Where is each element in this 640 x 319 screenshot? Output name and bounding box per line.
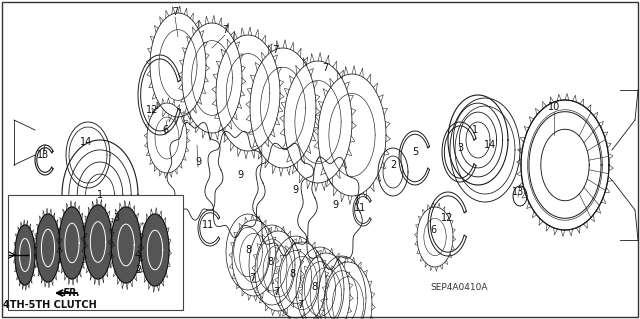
- Text: 11: 11: [354, 203, 366, 213]
- Text: 2: 2: [135, 265, 141, 275]
- Text: 6: 6: [430, 225, 436, 235]
- Text: 8: 8: [267, 257, 273, 267]
- Polygon shape: [141, 214, 169, 286]
- Polygon shape: [36, 214, 60, 282]
- Text: 5: 5: [412, 147, 418, 157]
- Bar: [8, 195, 183, 310]
- Text: 8: 8: [311, 282, 317, 292]
- Text: 9: 9: [332, 200, 338, 210]
- Text: 13: 13: [512, 187, 524, 197]
- Polygon shape: [111, 207, 141, 283]
- Text: 12: 12: [441, 213, 453, 223]
- Text: 14: 14: [80, 137, 92, 147]
- Text: 2: 2: [390, 160, 396, 170]
- Text: 7: 7: [273, 287, 279, 297]
- Text: 4TH-5TH CLUTCH: 4TH-5TH CLUTCH: [3, 300, 97, 310]
- Polygon shape: [15, 225, 35, 285]
- Text: 9: 9: [237, 170, 243, 180]
- Text: 10: 10: [548, 102, 560, 112]
- Text: 3: 3: [113, 213, 119, 223]
- Text: 9: 9: [195, 157, 201, 167]
- Text: 7: 7: [322, 63, 328, 73]
- Text: 12: 12: [146, 105, 158, 115]
- Text: 3: 3: [457, 143, 463, 153]
- Text: 9: 9: [292, 185, 298, 195]
- Text: 7: 7: [272, 45, 278, 55]
- Text: 6: 6: [162, 125, 168, 135]
- Polygon shape: [59, 207, 85, 279]
- Text: FR.: FR.: [63, 288, 81, 298]
- Text: SEP4A0410A: SEP4A0410A: [430, 284, 488, 293]
- Text: 7: 7: [222, 25, 228, 35]
- Text: 1: 1: [97, 190, 103, 200]
- Text: 8: 8: [245, 245, 251, 255]
- Text: 14: 14: [484, 140, 496, 150]
- Text: 8: 8: [289, 269, 295, 279]
- Text: 7: 7: [172, 7, 178, 17]
- Polygon shape: [84, 205, 112, 279]
- Text: 7: 7: [249, 273, 255, 283]
- Text: 4: 4: [135, 250, 141, 260]
- Text: 1: 1: [472, 125, 478, 135]
- Text: 7: 7: [297, 300, 303, 310]
- Text: 11: 11: [202, 220, 214, 230]
- Text: 13: 13: [37, 150, 49, 160]
